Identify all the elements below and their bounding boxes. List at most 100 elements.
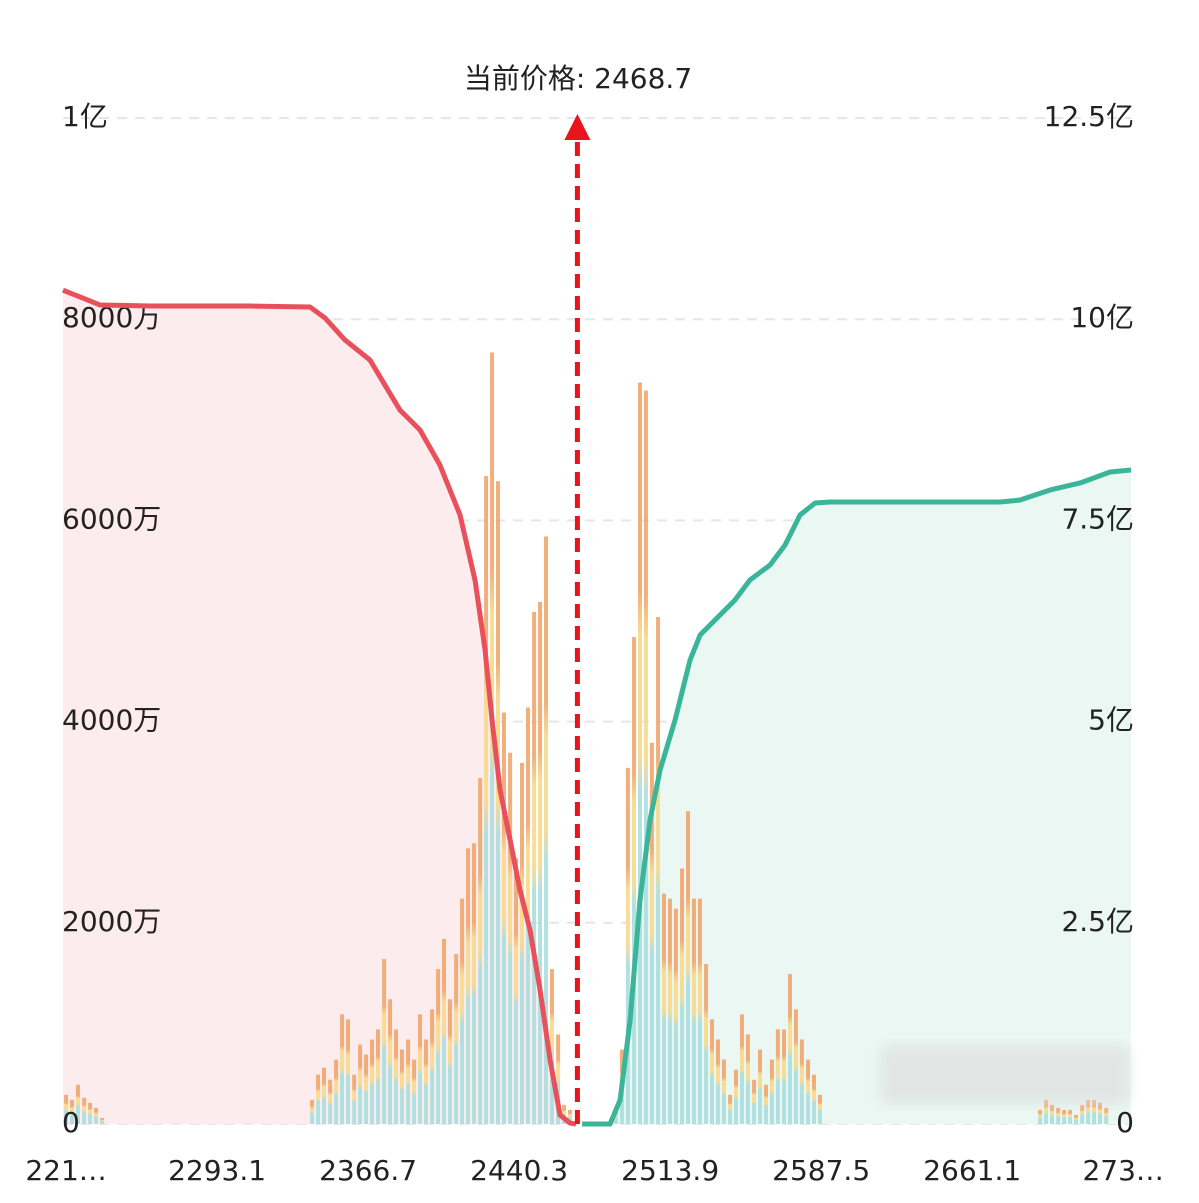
volume-bar <box>715 1039 720 1124</box>
volume-bar <box>661 893 666 1124</box>
x-tick-label: 2513.9 <box>621 1154 719 1187</box>
volume-bar <box>562 1104 567 1124</box>
volume-bar <box>769 1059 774 1124</box>
volume-bar <box>370 1039 375 1124</box>
volume-bar <box>691 898 696 1124</box>
volume-bar <box>94 1107 99 1124</box>
y2-tick-label: 7.5亿 <box>1061 502 1134 535</box>
volume-bar <box>649 742 654 1124</box>
volume-bar <box>1092 1099 1097 1124</box>
volume-bar <box>758 1049 763 1124</box>
volume-bar <box>1062 1109 1067 1124</box>
volume-bar <box>532 611 537 1124</box>
volume-bar <box>406 1039 411 1124</box>
volume-bar <box>358 1044 363 1124</box>
volume-bar <box>710 1019 715 1124</box>
volume-bar <box>704 964 709 1124</box>
volume-bar <box>697 898 702 1124</box>
volume-bar <box>382 959 387 1124</box>
volume-bar <box>739 1014 744 1124</box>
volume-bar <box>508 752 513 1124</box>
y-tick-label: 4000万 <box>62 704 161 737</box>
volume-bar <box>680 868 685 1124</box>
volume-bar <box>346 1019 351 1124</box>
depth-area <box>63 290 576 1125</box>
volume-bar <box>1080 1104 1085 1124</box>
depth-area <box>582 470 1131 1124</box>
volume-bar <box>64 1094 69 1124</box>
volume-bar <box>88 1102 93 1124</box>
x-tick-label: 2293.1 <box>168 1154 266 1187</box>
volume-bar <box>544 536 549 1124</box>
volume-bar <box>763 1084 768 1124</box>
volume-bar <box>1038 1109 1043 1124</box>
volume-bar <box>418 1014 423 1124</box>
volume-bar <box>501 712 506 1124</box>
current-price-arrow <box>564 114 591 140</box>
watermark <box>880 1045 1130 1105</box>
volume-bar <box>436 969 441 1124</box>
volume-bar <box>399 1049 404 1124</box>
volume-bar <box>613 1109 618 1124</box>
volume-bar <box>520 762 525 1124</box>
volume-bar <box>321 1067 326 1124</box>
volume-bar <box>352 1074 357 1124</box>
volume-bar <box>556 1034 561 1124</box>
volume-bar <box>1056 1107 1061 1124</box>
volume-bar <box>1050 1104 1055 1124</box>
volume-bar <box>673 908 678 1124</box>
volume-bar <box>328 1079 333 1124</box>
x-tick-label: 2587.5 <box>772 1154 870 1187</box>
y-tick-label: 6000万 <box>62 502 161 535</box>
volume-bar <box>734 1069 739 1124</box>
y2-tick-label: 12.5亿 <box>1044 100 1134 133</box>
volume-bar <box>412 1059 417 1124</box>
depth-line <box>582 467 1132 1127</box>
volume-bar <box>721 1059 726 1124</box>
volume-bar <box>310 1099 315 1124</box>
volume-bar <box>442 938 447 1124</box>
y2-tick-label: 2.5亿 <box>1061 905 1134 938</box>
y-tick-label: 2000万 <box>62 905 161 938</box>
volume-bar <box>514 858 519 1124</box>
volume-bar <box>430 1009 435 1124</box>
volume-bar <box>637 382 642 1124</box>
volume-bar <box>775 1029 780 1124</box>
volume-bar <box>75 1084 80 1124</box>
volume-bar <box>394 1029 399 1124</box>
volume-bar <box>686 811 691 1124</box>
volume-bar <box>1104 1107 1109 1124</box>
volume-bar <box>1098 1102 1103 1124</box>
volume-bar <box>643 390 648 1125</box>
volume-bar <box>484 476 489 1124</box>
volume-bar <box>656 616 661 1124</box>
volume-bar <box>793 1009 798 1124</box>
x-tick-label: 2661.1 <box>923 1154 1021 1187</box>
volume-bar <box>782 1029 787 1124</box>
x-tick-label: 2366.7 <box>319 1154 417 1187</box>
volume-bar <box>817 1094 822 1124</box>
volume-bar <box>460 898 465 1124</box>
y2-tick-label: 5亿 <box>1088 704 1134 737</box>
y2-tick-label: 10亿 <box>1070 301 1134 334</box>
volume-bar <box>478 777 483 1124</box>
volume-bar <box>466 848 471 1124</box>
volume-bar <box>1086 1099 1091 1124</box>
x-tick-label: 2440.3 <box>470 1154 568 1187</box>
volume-bar <box>632 637 637 1124</box>
volume-bar <box>70 1099 75 1124</box>
volume-bar <box>1068 1109 1073 1124</box>
volume-bar <box>99 1117 104 1124</box>
volume-bar <box>471 843 476 1124</box>
y2-tick-label: 0 <box>1116 1106 1134 1139</box>
volume-bar <box>388 999 393 1124</box>
volume-bar <box>1044 1099 1049 1124</box>
volume-bar <box>806 1059 811 1124</box>
volume-bar <box>625 767 630 1124</box>
volume-bar <box>728 1094 733 1124</box>
volume-bar <box>667 898 672 1124</box>
volume-bar <box>423 1039 428 1124</box>
y-tick-label: 0 <box>62 1106 80 1139</box>
current-price-label: 当前价格: 2468.7 <box>464 62 692 95</box>
